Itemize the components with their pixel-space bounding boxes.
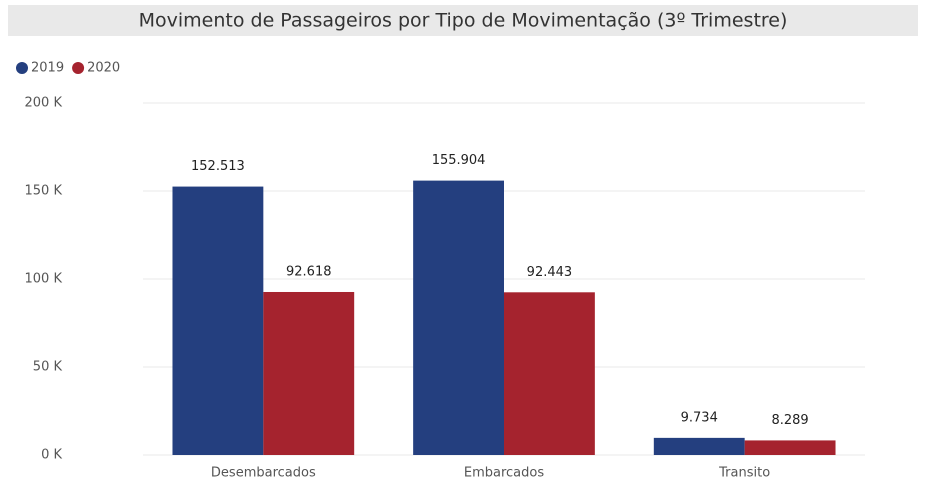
y-tick-label: 50 K [33,360,63,375]
x-tick-label: Desembarcados [211,466,316,481]
bar [504,292,595,455]
value-label: 155.904 [432,153,486,168]
bar [653,437,745,455]
y-tick-label: 150 K [25,184,63,199]
value-label: 9.734 [681,410,718,425]
value-label: 152.513 [191,159,245,174]
x-tick-label: Embarcados [464,466,544,481]
y-tick-label: 0 K [41,448,62,463]
legend-label: 2019 [31,61,64,76]
x-tick-label: Transito [718,466,770,481]
legend-marker [16,62,28,74]
legend-marker [72,62,85,74]
value-label: 92.443 [527,265,573,280]
bar [744,440,836,455]
bar [263,291,355,455]
chart-title: Movimento de Passageiros por Tipo de Mov… [139,10,788,32]
bar [172,186,264,455]
legend-label: 2020 [87,61,120,76]
title-bar [8,5,918,36]
y-tick-label: 200 K [25,96,63,111]
value-label: 92.618 [286,264,332,279]
value-label: 8.289 [771,413,808,428]
bar [413,180,504,456]
y-tick-label: 100 K [25,272,63,287]
